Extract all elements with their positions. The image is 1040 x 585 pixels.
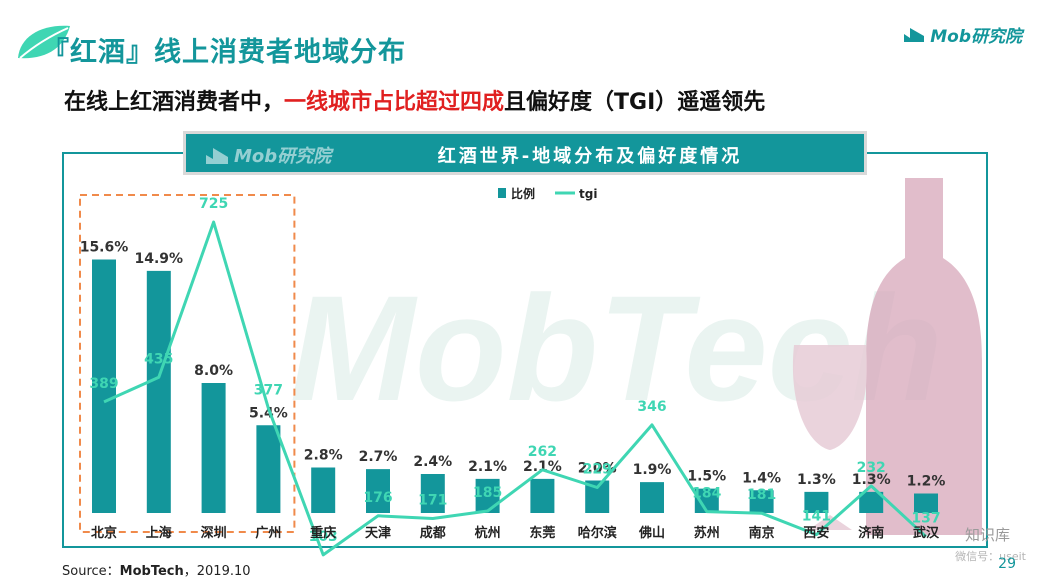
- tgi-value-label: 185: [473, 485, 502, 501]
- category-label: 成都: [420, 525, 446, 541]
- mob-logo-icon: [904, 28, 925, 42]
- source-name: MobTech: [119, 564, 184, 579]
- wechat-watermark: 知识库: [964, 526, 1010, 544]
- bar-成都: [420, 474, 445, 513]
- legend-line-label: tgi: [579, 187, 597, 201]
- bar-value-label: 1.9%: [633, 462, 672, 478]
- bar-value-label: 8.0%: [194, 363, 233, 379]
- wine-glass-shape: [792, 345, 868, 530]
- bar-value-label: 5.4%: [249, 405, 288, 421]
- wine-bottle-shape: [866, 178, 982, 535]
- bar-value-label: 14.9%: [135, 251, 184, 267]
- category-label: 苏州: [694, 525, 720, 541]
- bar-value-label: 2.4%: [413, 454, 452, 470]
- category-label: 南京: [749, 525, 775, 541]
- bar-value-label: 1.3%: [852, 472, 891, 488]
- source-note: Source：MobTech，2019.10: [62, 560, 251, 579]
- bar-上海: [146, 270, 171, 513]
- banner-logo: Mob研究院: [204, 142, 331, 168]
- bar-value-label: 1.5%: [687, 469, 726, 485]
- bar-value-label: 1.2%: [907, 474, 946, 490]
- tgi-value-label: 176: [363, 490, 392, 506]
- tgi-value-label: 141: [802, 509, 831, 525]
- category-label: 佛山: [638, 525, 665, 541]
- bar-广州: [256, 425, 281, 513]
- bar-深圳: [201, 383, 226, 513]
- category-label: 深圳: [201, 525, 227, 541]
- bar-东莞: [530, 478, 555, 513]
- category-label: 西安: [803, 525, 829, 541]
- bar-武汉: [914, 493, 938, 513]
- category-label: 杭州: [475, 525, 501, 541]
- mob-logo: Mob研究院: [902, 22, 1022, 47]
- bar-value-label: 2.1%: [468, 459, 507, 475]
- bar-济南: [859, 491, 884, 513]
- bar-value-label: 1.3%: [797, 472, 836, 488]
- page-number: 29: [998, 556, 1016, 572]
- wechat-watermark-sub: 微信号：useit: [955, 550, 1026, 563]
- category-label: 东莞: [529, 525, 555, 541]
- tgi-value-label: 232: [857, 460, 886, 476]
- bar-北京: [92, 259, 116, 513]
- bar-value-label: 2.1%: [523, 459, 562, 475]
- bar-天津: [366, 469, 390, 513]
- bar-value-label: 1.4%: [742, 470, 781, 486]
- banner-logo-text: Mob研究院: [234, 146, 332, 167]
- category-label: 哈尔滨: [578, 525, 617, 541]
- bar-佛山: [640, 482, 664, 513]
- source-prefix: Source：: [62, 564, 120, 579]
- mob-logo-text: Mob研究院: [930, 26, 1022, 47]
- category-label: 武汉: [913, 525, 940, 541]
- background-decoration: MobTech: [290, 178, 982, 535]
- bar-value-label: 2.7%: [359, 449, 398, 465]
- category-label: 天津: [365, 525, 391, 541]
- category-label: 上海: [146, 525, 172, 541]
- subtitle-highlight: 一线城市占比超过四成: [284, 90, 505, 115]
- page-title: 『红酒』线上消费者地域分布: [42, 37, 406, 68]
- bar-value-label: 15.6%: [80, 240, 129, 256]
- bar-value-label: 2.8%: [304, 448, 343, 464]
- legend-bar-swatch: [498, 188, 506, 198]
- subtitle: 在线上红酒消费者中，一线城市占比超过四成且偏好度（TGI）遥遥领先: [64, 84, 765, 116]
- legend-bar-label: 比例: [511, 186, 535, 201]
- bar-西安: [804, 491, 829, 513]
- tgi-value-label: 137: [911, 511, 940, 527]
- leaf-decoration-icon: [18, 25, 70, 59]
- tgi-value-label: 389: [89, 376, 118, 392]
- legend: 比例 tgi: [498, 186, 597, 201]
- tgi-line: [103, 220, 928, 557]
- tgi-value-label: 184: [692, 486, 721, 502]
- subtitle-text-end: 且偏好度（TGI）遥遥领先: [504, 90, 766, 115]
- bar-重庆: [311, 467, 336, 513]
- tgi-value-label: 435: [144, 351, 173, 367]
- bar-杭州: [475, 478, 500, 513]
- tgi-value-label: 262: [528, 444, 557, 460]
- banner-logo-icon: [206, 148, 228, 164]
- tgi-value-label: 346: [637, 399, 666, 415]
- category-label: 广州: [255, 525, 281, 541]
- category-label: 济南: [858, 525, 884, 541]
- chart-banner: Mob研究院 红酒世界-地域分布及偏好度情况: [183, 131, 867, 175]
- category-label: 重庆: [310, 525, 336, 541]
- source-date: ，2019.10: [183, 564, 251, 579]
- bar-南京: [749, 490, 774, 513]
- tgi-value-label: 229: [583, 461, 612, 477]
- tgi-value-label: 725: [199, 196, 228, 212]
- category-label: 北京: [91, 525, 117, 541]
- tgi-value-label: 377: [254, 382, 283, 398]
- tgi-value-label: 171: [418, 493, 447, 509]
- bar-value-label: 2.0%: [578, 461, 617, 477]
- chart-title: 红酒世界-地域分布及偏好度情况: [437, 146, 743, 167]
- subtitle-text: 在线上红酒消费者中，: [64, 90, 285, 115]
- tgi-value-label: 181: [747, 487, 776, 503]
- tgi-value-label: 103: [309, 529, 338, 545]
